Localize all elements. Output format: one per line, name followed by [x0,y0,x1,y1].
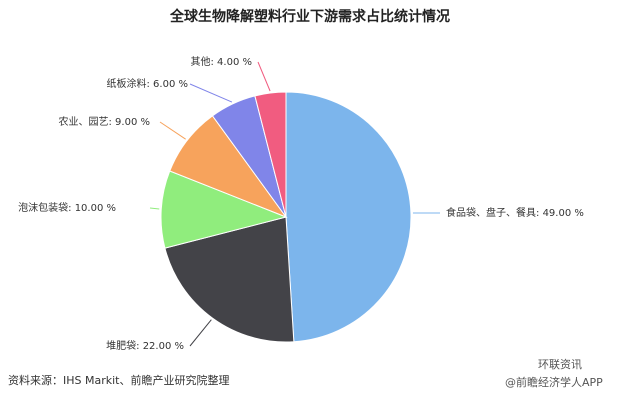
watermark: 环联资讯 [538,358,582,371]
category-label: 其他 [190,55,210,68]
pie-slice [254,91,287,218]
value-label: 49.00 % [543,208,584,219]
leader-line [189,319,212,347]
value-label: 9.00 % [115,117,150,128]
pie-slice [285,91,412,343]
pie: 食品袋、盘子、餐具: 49.00 % 堆肥袋: 22.00 % 泡沫包装袋: 10.… [18,55,584,352]
pie-slice [160,170,288,249]
value-label: 10.00 % [75,203,116,214]
category-label: 食品袋、盘子、餐具 [446,206,536,219]
category-label: 农业、园艺 [58,115,108,128]
data-label: 堆肥袋: 22.00 % [106,339,184,352]
category-label: 堆肥袋 [106,339,136,352]
category-label: 纸板涂料 [106,77,146,90]
chart-title: 全球生物降解塑料行业下游需求占比统计情况 [169,8,450,25]
data-label: 泡沫包装袋: 10.00 % [18,201,116,214]
data-label: 农业、园艺: 9.00 % [58,115,150,128]
data-label: 其他: 4.00 % [190,55,252,68]
separator: : [536,208,543,219]
leader-line [159,121,186,140]
value-label: 22.00 % [143,341,184,352]
leader-line [257,61,271,92]
separator: : [210,57,217,68]
separator: : [136,341,143,352]
separator: : [68,203,75,214]
pie-slice [164,216,295,343]
data-label: 食品袋、盘子、餐具: 49.00 % [446,206,584,219]
value-label: 4.00 % [217,57,252,68]
footer-note: @前瞻经济学人APP [505,375,603,389]
leader-line [149,207,160,210]
separator: : [108,117,115,128]
separator: : [146,79,153,90]
category-label: 泡沫包装袋 [18,201,68,214]
source: 资料来源：IHS Markit、前瞻产业研究院整理 [8,373,230,387]
data-label: 纸板涂料: 6.00 % [106,77,188,90]
value-label: 6.00 % [153,79,188,90]
leader-line [189,83,233,103]
